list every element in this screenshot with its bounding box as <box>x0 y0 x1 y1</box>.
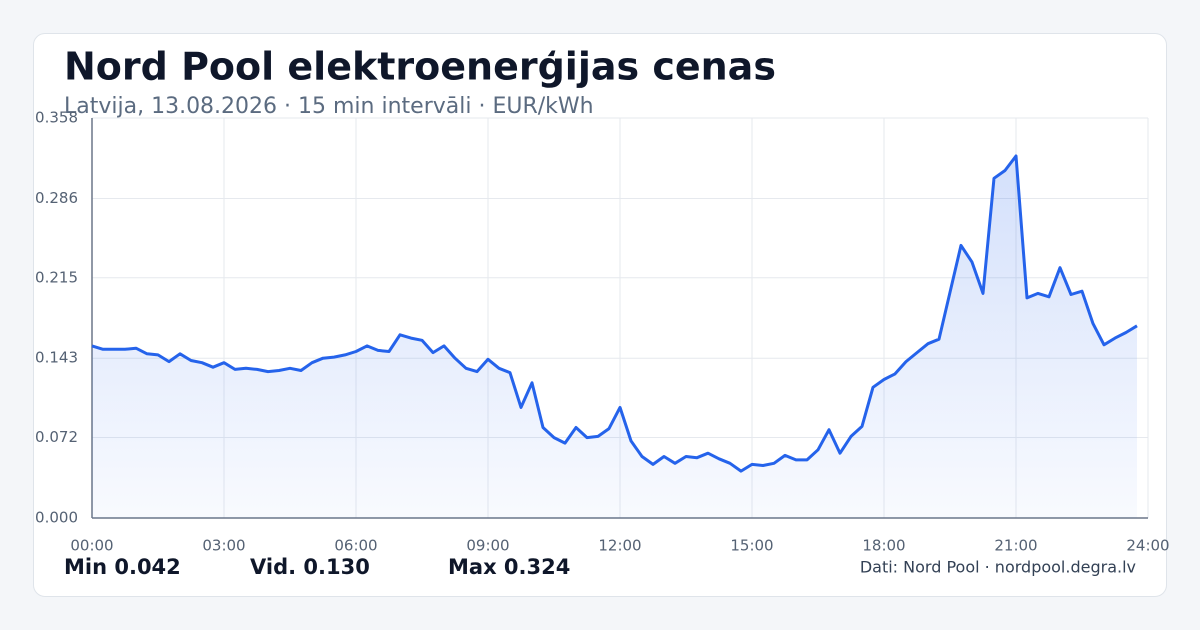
chart-title: Nord Pool elektroenerģijas cenas <box>64 45 776 89</box>
x-tick-label: 03:00 <box>202 537 245 555</box>
x-tick-label: 21:00 <box>994 537 1037 555</box>
y-tick-label: 0.072 <box>35 428 78 446</box>
stat-min: Min 0.042 <box>64 555 181 579</box>
area <box>92 156 1137 518</box>
x-tick-label: 06:00 <box>334 537 377 555</box>
stat-avg: Vid. 0.130 <box>250 555 370 579</box>
y-tick-label: 0.286 <box>35 189 78 207</box>
y-tick-label: 0.358 <box>35 109 78 127</box>
source: Dati: Nord Pool · nordpool.degra.lv <box>860 558 1136 577</box>
x-tick-label: 18:00 <box>862 537 905 555</box>
y-tick-label: 0.143 <box>35 349 78 367</box>
x-tick-label: 24:00 <box>1126 537 1169 555</box>
x-tick-label: 15:00 <box>730 537 773 555</box>
x-tick-label: 00:00 <box>70 537 113 555</box>
stat-max: Max 0.324 <box>448 555 570 579</box>
price-line <box>91 154 1138 473</box>
chart-subtitle: Latvija, 13.08.2026 · 15 min intervāli ·… <box>64 94 594 119</box>
x-tick-label: 12:00 <box>598 537 641 555</box>
x-tick-label: 09:00 <box>466 537 509 555</box>
y-tick-label: 0.215 <box>35 268 78 286</box>
y-tick-label: 0.000 <box>35 509 78 527</box>
